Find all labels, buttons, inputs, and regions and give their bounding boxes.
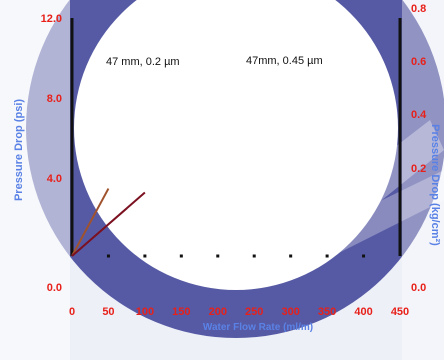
y-tick-label: 0.0 (47, 282, 62, 294)
y-axis-title: Pressure Drop (psi) (13, 99, 25, 201)
x-tick-label: 200 (209, 306, 227, 318)
y2-axis-title: Pressure Drop (kg/cm²) (429, 124, 441, 246)
series-label: 47 mm, 0.2 µm (106, 56, 180, 68)
plot-axes (70, 18, 402, 256)
y-tick-label: 4.0 (47, 173, 62, 185)
y-tick-label: 12.0 (41, 13, 62, 25)
plot-labels: 0.0 4.0 8.0 12.0 0.0 0.2 0.4 0.6 0.8 0 50 100 150 200… (13, 3, 441, 333)
baseline-dot (289, 254, 293, 258)
x-tick-label: 0 (69, 306, 75, 318)
series-line (71, 188, 110, 257)
x-axis-title: Water Flow Rate (ml/m) (203, 322, 313, 333)
y-tick-label: 8.0 (47, 93, 62, 105)
x-tick-label: 450 (391, 306, 409, 318)
baseline-dot (106, 254, 110, 258)
x-tick-label: 350 (318, 306, 336, 318)
x-tick-label: 400 (354, 306, 372, 318)
y2-tick-label: 0.6 (411, 56, 426, 68)
y2-tick-label: 0.2 (411, 163, 426, 175)
x-tick-label: 250 (245, 306, 263, 318)
x-tick-label: 150 (172, 306, 190, 318)
baseline-dot (362, 254, 366, 258)
plot-marks (71, 188, 366, 258)
baseline-dot (143, 254, 147, 258)
baseline-dot (325, 254, 329, 258)
series-line (71, 191, 146, 257)
baseline-dot (179, 254, 183, 258)
baseline-dot (216, 254, 220, 258)
x-tick-label: 100 (136, 306, 154, 318)
series-label: 47mm, 0.45 µm (246, 55, 323, 67)
x-tick-label: 50 (102, 306, 114, 318)
y2-tick-label: 0.8 (411, 3, 426, 15)
baseline-dot (252, 254, 256, 258)
y2-tick-label: 0.4 (411, 109, 427, 121)
y2-tick-label: 0.0 (411, 282, 426, 294)
x-tick-label: 300 (281, 306, 299, 318)
